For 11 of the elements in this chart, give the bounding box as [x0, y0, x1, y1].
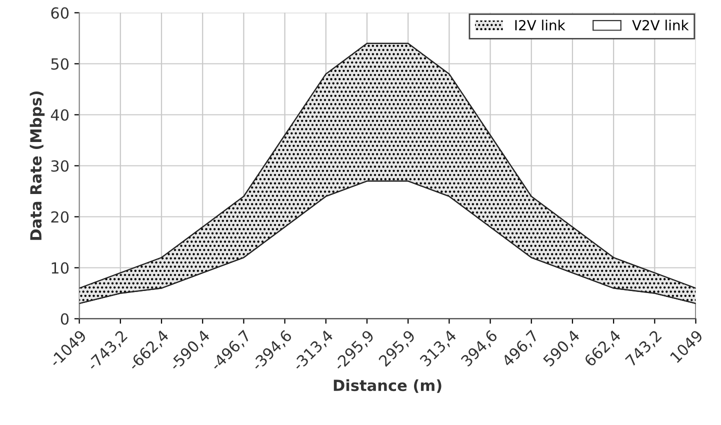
y-tick-label: 40: [50, 109, 69, 121]
legend-label: V2V link: [632, 20, 689, 30]
y-tick-label: 0: [60, 313, 69, 325]
x-axis-title: Distance (m): [334, 379, 442, 393]
y-tick-label: 10: [52, 262, 69, 274]
y-tick-label: 50: [51, 58, 69, 70]
y-tick-label: 60: [51, 7, 69, 19]
y-tick-label: 30: [51, 160, 69, 172]
y-tick-label: 20: [51, 211, 69, 223]
y-axis-title: Data Rate (Mbps): [30, 92, 45, 240]
legend-label: I2V link: [515, 20, 566, 30]
